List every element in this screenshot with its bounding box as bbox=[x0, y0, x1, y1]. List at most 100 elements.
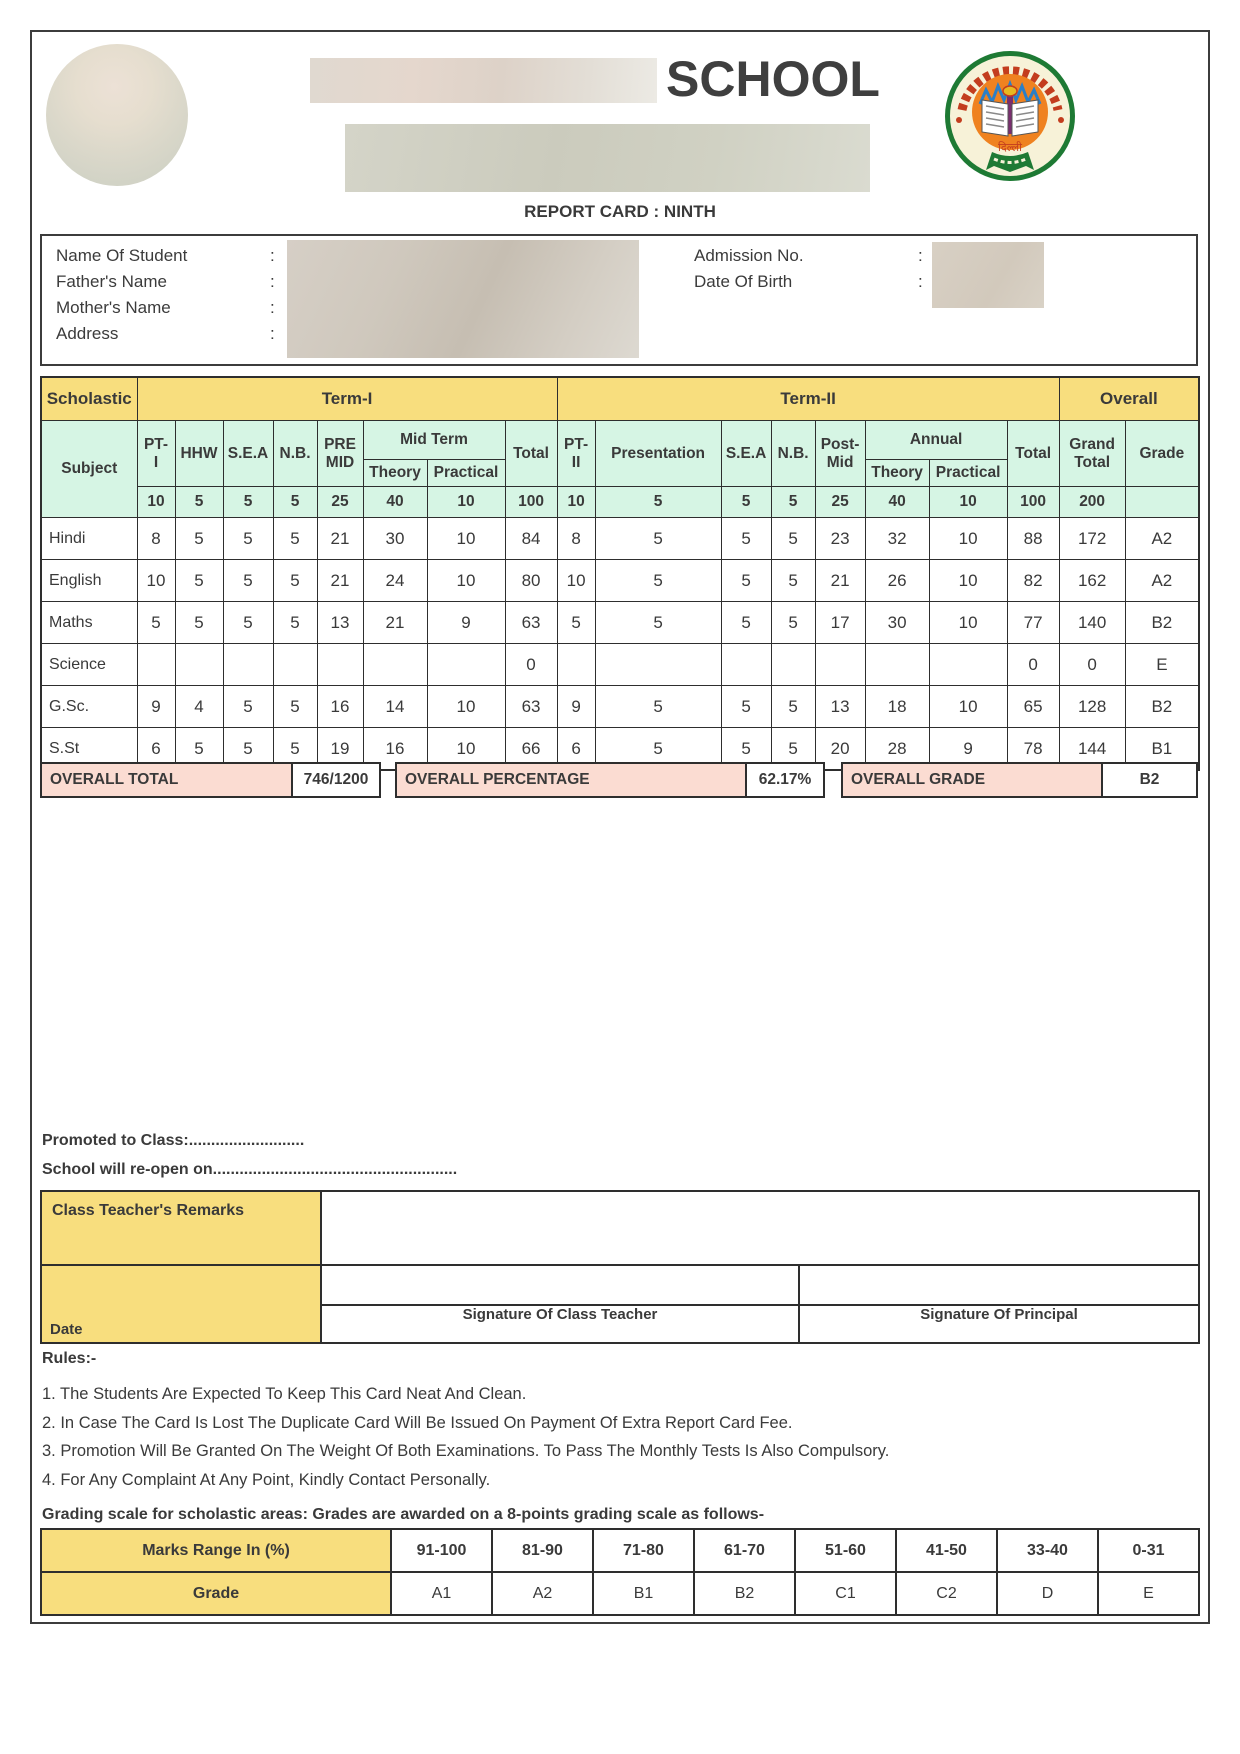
principal-signature-space bbox=[798, 1264, 1200, 1306]
max-marks-cell: 5 bbox=[222, 486, 274, 518]
marks-cell: 24 bbox=[362, 559, 428, 602]
overall-grade-label: OVERALL GRADE bbox=[841, 762, 1103, 798]
marks-cell: 30 bbox=[864, 601, 930, 644]
postmid-header: Post- Mid bbox=[814, 420, 866, 487]
max-marks-cell: 25 bbox=[316, 486, 364, 518]
rules-section: Rules:- 1. The Students Are Expected To … bbox=[42, 1350, 1182, 1524]
marks-cell: 128 bbox=[1058, 685, 1126, 728]
grade-cell: A2 bbox=[491, 1571, 594, 1616]
grading-scale-note: Grading scale for scholastic areas: Grad… bbox=[42, 1506, 765, 1523]
grading-grades-row: Grade A1 A2 B1 B2 C1 C2 D E bbox=[40, 1571, 1200, 1616]
marks-cell: 30 bbox=[362, 517, 428, 560]
marks-cell: 63 bbox=[504, 601, 558, 644]
marks-cell bbox=[814, 643, 866, 686]
marks-cell: 65 bbox=[1006, 685, 1060, 728]
marks-cell: 10 bbox=[928, 559, 1008, 602]
nb1-header: N.B. bbox=[272, 420, 318, 487]
rule-item: 1. The Students Are Expected To Keep Thi… bbox=[42, 1385, 527, 1403]
father-name-label: Father's Name bbox=[56, 272, 167, 291]
address-label: Address bbox=[56, 324, 119, 343]
colon: : bbox=[270, 298, 275, 317]
marks-cell bbox=[556, 643, 596, 686]
marks-cell: 5 bbox=[222, 559, 274, 602]
marks-cell: 0 bbox=[1006, 643, 1060, 686]
term1-header: Term-I bbox=[136, 376, 558, 421]
signature-label-row: Signature Of Class Teacher Signature Of … bbox=[41, 1304, 1200, 1344]
marks-cell bbox=[136, 643, 176, 686]
marks-cell: 10 bbox=[426, 685, 506, 728]
practical1-header: Practical bbox=[426, 459, 506, 487]
cbse-board-logo-icon: दिल्ली bbox=[945, 51, 1075, 181]
overall-total-group: OVERALL TOTAL 746/1200 bbox=[40, 762, 381, 798]
marks-cell: 8 bbox=[136, 517, 176, 560]
pt1-header: PT- I bbox=[136, 420, 176, 487]
marks-cell: B2 bbox=[1124, 601, 1200, 644]
marks-cell: 162 bbox=[1058, 559, 1126, 602]
marks-range-cell: 41-50 bbox=[895, 1528, 998, 1573]
subject-row: Science 0 0 0 E bbox=[40, 643, 1200, 686]
grand-total-header: Grand Total bbox=[1058, 420, 1126, 487]
marks-cell bbox=[594, 643, 722, 686]
marks-cell: 5 bbox=[720, 685, 772, 728]
marks-cell: 26 bbox=[864, 559, 930, 602]
max-marks-cell: 200 bbox=[1058, 486, 1126, 518]
overall-total-label: OVERALL TOTAL bbox=[40, 762, 293, 798]
annual-header: Annual bbox=[864, 420, 1008, 460]
date-cell: Date bbox=[40, 1264, 322, 1344]
marks-cell: 80 bbox=[504, 559, 558, 602]
student-name-label: Name Of Student bbox=[56, 246, 188, 265]
max-marks-cell: 5 bbox=[720, 486, 772, 518]
marks-cell: 18 bbox=[864, 685, 930, 728]
marks-cell: 10 bbox=[928, 685, 1008, 728]
marks-cell: 9 bbox=[136, 685, 176, 728]
rule-item: 3. Promotion Will Be Granted On The Weig… bbox=[42, 1442, 890, 1460]
marks-cell: A2 bbox=[1124, 559, 1200, 602]
overall-header: Overall bbox=[1058, 376, 1200, 421]
marks-range-label: Marks Range In (%) bbox=[40, 1528, 392, 1573]
grading-ranges-row: Marks Range In (%) 91-100 81-90 71-80 61-70… bbox=[40, 1528, 1200, 1573]
marks-cell: 13 bbox=[316, 601, 364, 644]
marks-cell: 82 bbox=[1006, 559, 1060, 602]
total2-header: Total bbox=[1006, 420, 1060, 487]
marks-cell bbox=[316, 643, 364, 686]
marks-cell: 21 bbox=[814, 559, 866, 602]
marks-tbody: Hindi 8 5 5 5 21 30 10 84 8 5 5 5 23 32 10 88 172 A2 Englis… bbox=[40, 517, 1200, 771]
colon: : bbox=[270, 272, 275, 291]
marks-cell: 5 bbox=[272, 517, 318, 560]
marks-range-cell: 51-60 bbox=[794, 1528, 897, 1573]
marks-cell: 77 bbox=[1006, 601, 1060, 644]
marks-cell: 4 bbox=[174, 685, 224, 728]
nb2-header: N.B. bbox=[770, 420, 816, 487]
marks-cell: 21 bbox=[362, 601, 428, 644]
remarks-row: Class Teacher's Remarks bbox=[40, 1190, 1200, 1266]
marks-range-cell: 33-40 bbox=[996, 1528, 1099, 1573]
marks-cell: 5 bbox=[222, 685, 274, 728]
overall-percentage-label: OVERALL PERCENTAGE bbox=[395, 762, 747, 798]
marks-cell: 5 bbox=[136, 601, 176, 644]
max-marks-cell: 10 bbox=[556, 486, 596, 518]
marks-cell: A2 bbox=[1124, 517, 1200, 560]
student-info-box: Name Of Student Father's Name Mother's N… bbox=[40, 234, 1198, 366]
marks-cell: 5 bbox=[770, 559, 816, 602]
subject-row: English 10 5 5 5 21 24 10 80 10 5 5 5 21 26 10 82 162 A2 bbox=[40, 559, 1200, 602]
marks-cell: 5 bbox=[174, 517, 224, 560]
redacted-school-address bbox=[345, 124, 870, 192]
marks-cell: 140 bbox=[1058, 601, 1126, 644]
signature-class-teacher-label: Signature Of Class Teacher bbox=[320, 1304, 800, 1344]
marks-cell: 5 bbox=[174, 559, 224, 602]
sea1-header: S.E.A bbox=[222, 420, 274, 487]
marks-cell: 14 bbox=[362, 685, 428, 728]
redacted-school-name bbox=[310, 58, 657, 103]
colon: : bbox=[270, 246, 275, 265]
marks-cell: 16 bbox=[316, 685, 364, 728]
subject-name-cell: Maths bbox=[40, 601, 138, 644]
teacher-remarks-label: Class Teacher's Remarks bbox=[52, 1202, 245, 1219]
report-card-title: REPORT CARD : NINTH bbox=[524, 202, 716, 221]
signature-principal-label: Signature Of Principal bbox=[798, 1304, 1200, 1344]
overall-grade-value: B2 bbox=[1103, 762, 1198, 798]
marks-cell: 88 bbox=[1006, 517, 1060, 560]
redacted-admission-details bbox=[932, 242, 1044, 308]
marks-cell: 8 bbox=[556, 517, 596, 560]
colon: : bbox=[270, 324, 275, 343]
marks-cell: 5 bbox=[222, 517, 274, 560]
